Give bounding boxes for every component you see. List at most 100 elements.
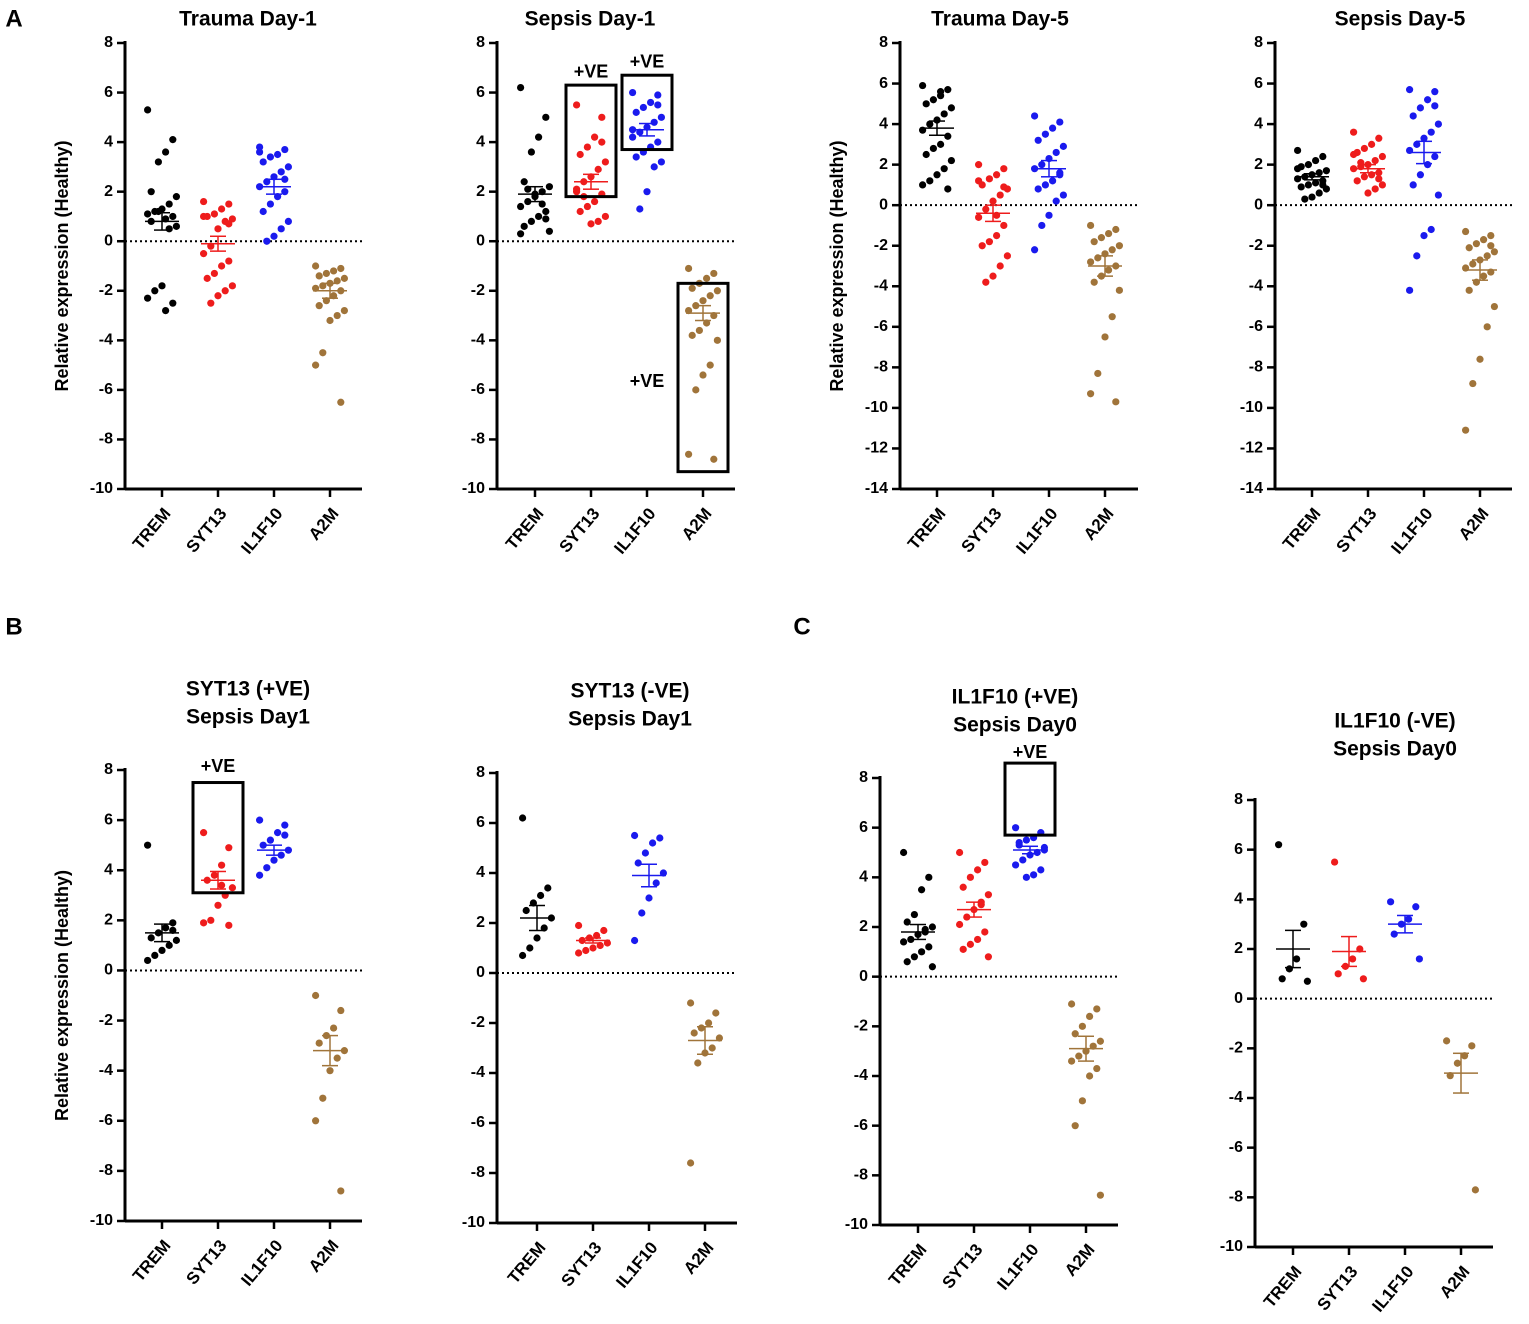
data-point bbox=[1319, 181, 1327, 189]
data-point bbox=[1334, 970, 1342, 978]
data-point bbox=[1322, 167, 1330, 175]
y-tick-label: -14 bbox=[865, 480, 888, 497]
data-point bbox=[218, 881, 226, 889]
data-point bbox=[652, 879, 660, 887]
data-point bbox=[576, 150, 584, 159]
x-tick-label: IL1F10 bbox=[1012, 504, 1061, 557]
data-point bbox=[959, 883, 967, 891]
data-point bbox=[583, 202, 592, 211]
data-point bbox=[340, 274, 348, 282]
chart-title: Sepsis Day-5 bbox=[1335, 8, 1466, 31]
data-point bbox=[1056, 169, 1064, 177]
data-point bbox=[685, 450, 693, 458]
data-point bbox=[147, 188, 155, 196]
data-point bbox=[928, 963, 937, 971]
y-tick-label: 6 bbox=[104, 811, 113, 828]
x-tick-label: A2M bbox=[305, 504, 343, 544]
data-point bbox=[1378, 181, 1386, 189]
data-point bbox=[1415, 955, 1423, 963]
x-tick-label: IL1F10 bbox=[610, 504, 659, 557]
data-point bbox=[1462, 426, 1470, 434]
y-tick-label: -8 bbox=[471, 431, 485, 448]
data-point bbox=[974, 866, 982, 874]
data-point bbox=[169, 919, 177, 927]
data-point bbox=[922, 150, 930, 159]
data-point bbox=[1068, 1057, 1076, 1065]
data-point bbox=[1293, 955, 1301, 963]
y-tick-label: 2 bbox=[476, 914, 485, 931]
y-tick-label: 4 bbox=[476, 864, 485, 881]
data-point bbox=[337, 1006, 345, 1015]
x-tick-label: SYT13 bbox=[939, 1240, 987, 1292]
data-point bbox=[1416, 171, 1424, 179]
data-point bbox=[1105, 266, 1113, 274]
x-tick-label: IL1F10 bbox=[993, 1240, 1042, 1293]
y-axis-label: Relative expression (Healthy) bbox=[827, 140, 847, 391]
data-point bbox=[1090, 238, 1098, 246]
data-point bbox=[517, 230, 525, 238]
data-point bbox=[687, 999, 695, 1007]
data-point bbox=[214, 225, 222, 233]
y-tick-label: -6 bbox=[99, 1112, 113, 1129]
data-point bbox=[1075, 1052, 1083, 1060]
y-tick-label: -6 bbox=[874, 318, 888, 335]
y-tick-label: 2 bbox=[879, 156, 888, 173]
data-point bbox=[657, 113, 666, 121]
data-point bbox=[154, 158, 162, 166]
data-point bbox=[218, 861, 226, 869]
data-point bbox=[1294, 146, 1302, 155]
data-point bbox=[326, 1067, 334, 1075]
data-point bbox=[989, 197, 997, 205]
data-point bbox=[1086, 1012, 1094, 1021]
y-tick-label: 0 bbox=[1234, 990, 1243, 1007]
y-tick-label: -4 bbox=[99, 1062, 113, 1079]
y-tick-label: 4 bbox=[859, 869, 868, 886]
data-point bbox=[1096, 1037, 1104, 1045]
data-point bbox=[266, 200, 274, 208]
annotation-text: +VE bbox=[201, 756, 236, 776]
data-point bbox=[1412, 903, 1420, 911]
data-point bbox=[1431, 102, 1439, 110]
y-tick-label: -4 bbox=[1249, 277, 1263, 294]
data-point bbox=[940, 110, 948, 118]
y-tick-label: 8 bbox=[104, 761, 113, 778]
annotation-box bbox=[191, 781, 245, 895]
data-point bbox=[699, 297, 707, 305]
data-point bbox=[169, 299, 177, 307]
data-point bbox=[1490, 248, 1498, 256]
y-tick-label: -10 bbox=[845, 1216, 868, 1233]
data-point bbox=[520, 222, 528, 230]
data-point bbox=[266, 836, 274, 844]
y-tick-label: 0 bbox=[1254, 196, 1263, 213]
data-point bbox=[263, 864, 271, 872]
data-point bbox=[594, 165, 602, 173]
x-tick-label: SYT13 bbox=[1333, 504, 1381, 556]
data-point bbox=[993, 231, 1001, 240]
annotation-box bbox=[620, 73, 674, 152]
data-point bbox=[699, 371, 707, 379]
data-point bbox=[989, 272, 997, 280]
y-tick-label: 6 bbox=[476, 84, 485, 101]
data-point bbox=[1350, 128, 1358, 136]
data-point bbox=[926, 120, 934, 128]
x-tick-label: SYT13 bbox=[958, 504, 1006, 556]
x-tick-label: TREM bbox=[504, 1238, 550, 1287]
data-point bbox=[900, 938, 908, 946]
y-tick-label: -6 bbox=[854, 1117, 868, 1134]
x-tick-label: TREM bbox=[502, 504, 548, 553]
data-point bbox=[200, 250, 208, 258]
y-tick-label: 6 bbox=[1234, 841, 1243, 858]
data-point bbox=[984, 953, 993, 961]
data-point bbox=[643, 188, 651, 196]
y-tick-label: 6 bbox=[476, 814, 485, 831]
data-point bbox=[576, 207, 584, 216]
data-point bbox=[326, 316, 334, 325]
data-point bbox=[544, 884, 552, 892]
data-point bbox=[587, 220, 595, 228]
data-point bbox=[1378, 152, 1386, 161]
x-tick-label: A2M bbox=[1080, 504, 1118, 544]
data-point bbox=[270, 232, 278, 240]
y-tick-label: -2 bbox=[99, 282, 113, 299]
data-point bbox=[1059, 191, 1067, 199]
data-point bbox=[601, 158, 610, 166]
